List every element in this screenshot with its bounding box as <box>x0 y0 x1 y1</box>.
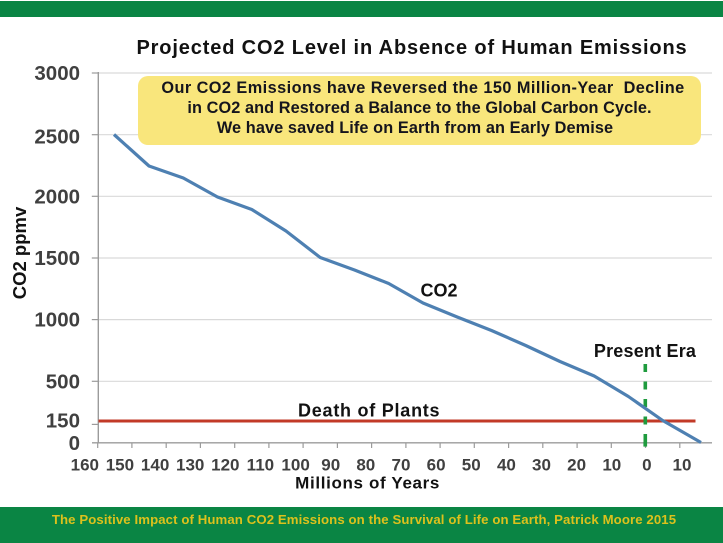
svg-text:130: 130 <box>176 456 204 475</box>
svg-text:10: 10 <box>602 456 621 475</box>
svg-text:60: 60 <box>427 456 446 475</box>
svg-text:70: 70 <box>392 456 411 475</box>
svg-text:90: 90 <box>321 456 340 475</box>
svg-text:3000: 3000 <box>34 62 80 85</box>
svg-text:50: 50 <box>462 456 481 475</box>
svg-text:120: 120 <box>211 456 239 475</box>
svg-text:CO2: CO2 <box>421 281 458 301</box>
svg-text:2500: 2500 <box>34 125 80 148</box>
svg-text:0: 0 <box>69 432 80 455</box>
svg-text:20: 20 <box>567 456 586 475</box>
svg-text:80: 80 <box>356 456 375 475</box>
svg-text:1500: 1500 <box>34 247 80 270</box>
svg-text:150: 150 <box>106 456 134 475</box>
svg-text:Present Era: Present Era <box>594 341 697 361</box>
svg-text:10: 10 <box>673 456 692 475</box>
svg-text:500: 500 <box>46 370 80 393</box>
svg-text:2000: 2000 <box>34 185 80 208</box>
svg-text:150: 150 <box>46 409 80 432</box>
svg-text:0: 0 <box>642 456 651 475</box>
svg-text:100: 100 <box>281 456 309 475</box>
svg-text:160: 160 <box>71 456 99 475</box>
svg-text:Death of Plants: Death of Plants <box>298 401 440 421</box>
svg-text:110: 110 <box>247 456 274 475</box>
svg-text:30: 30 <box>532 456 551 475</box>
svg-text:40: 40 <box>497 456 516 475</box>
svg-text:140: 140 <box>141 456 169 475</box>
svg-text:CO2 ppmv: CO2 ppmv <box>9 206 30 299</box>
svg-text:1000: 1000 <box>34 308 80 331</box>
svg-text:Millions of Years: Millions of Years <box>295 473 440 492</box>
